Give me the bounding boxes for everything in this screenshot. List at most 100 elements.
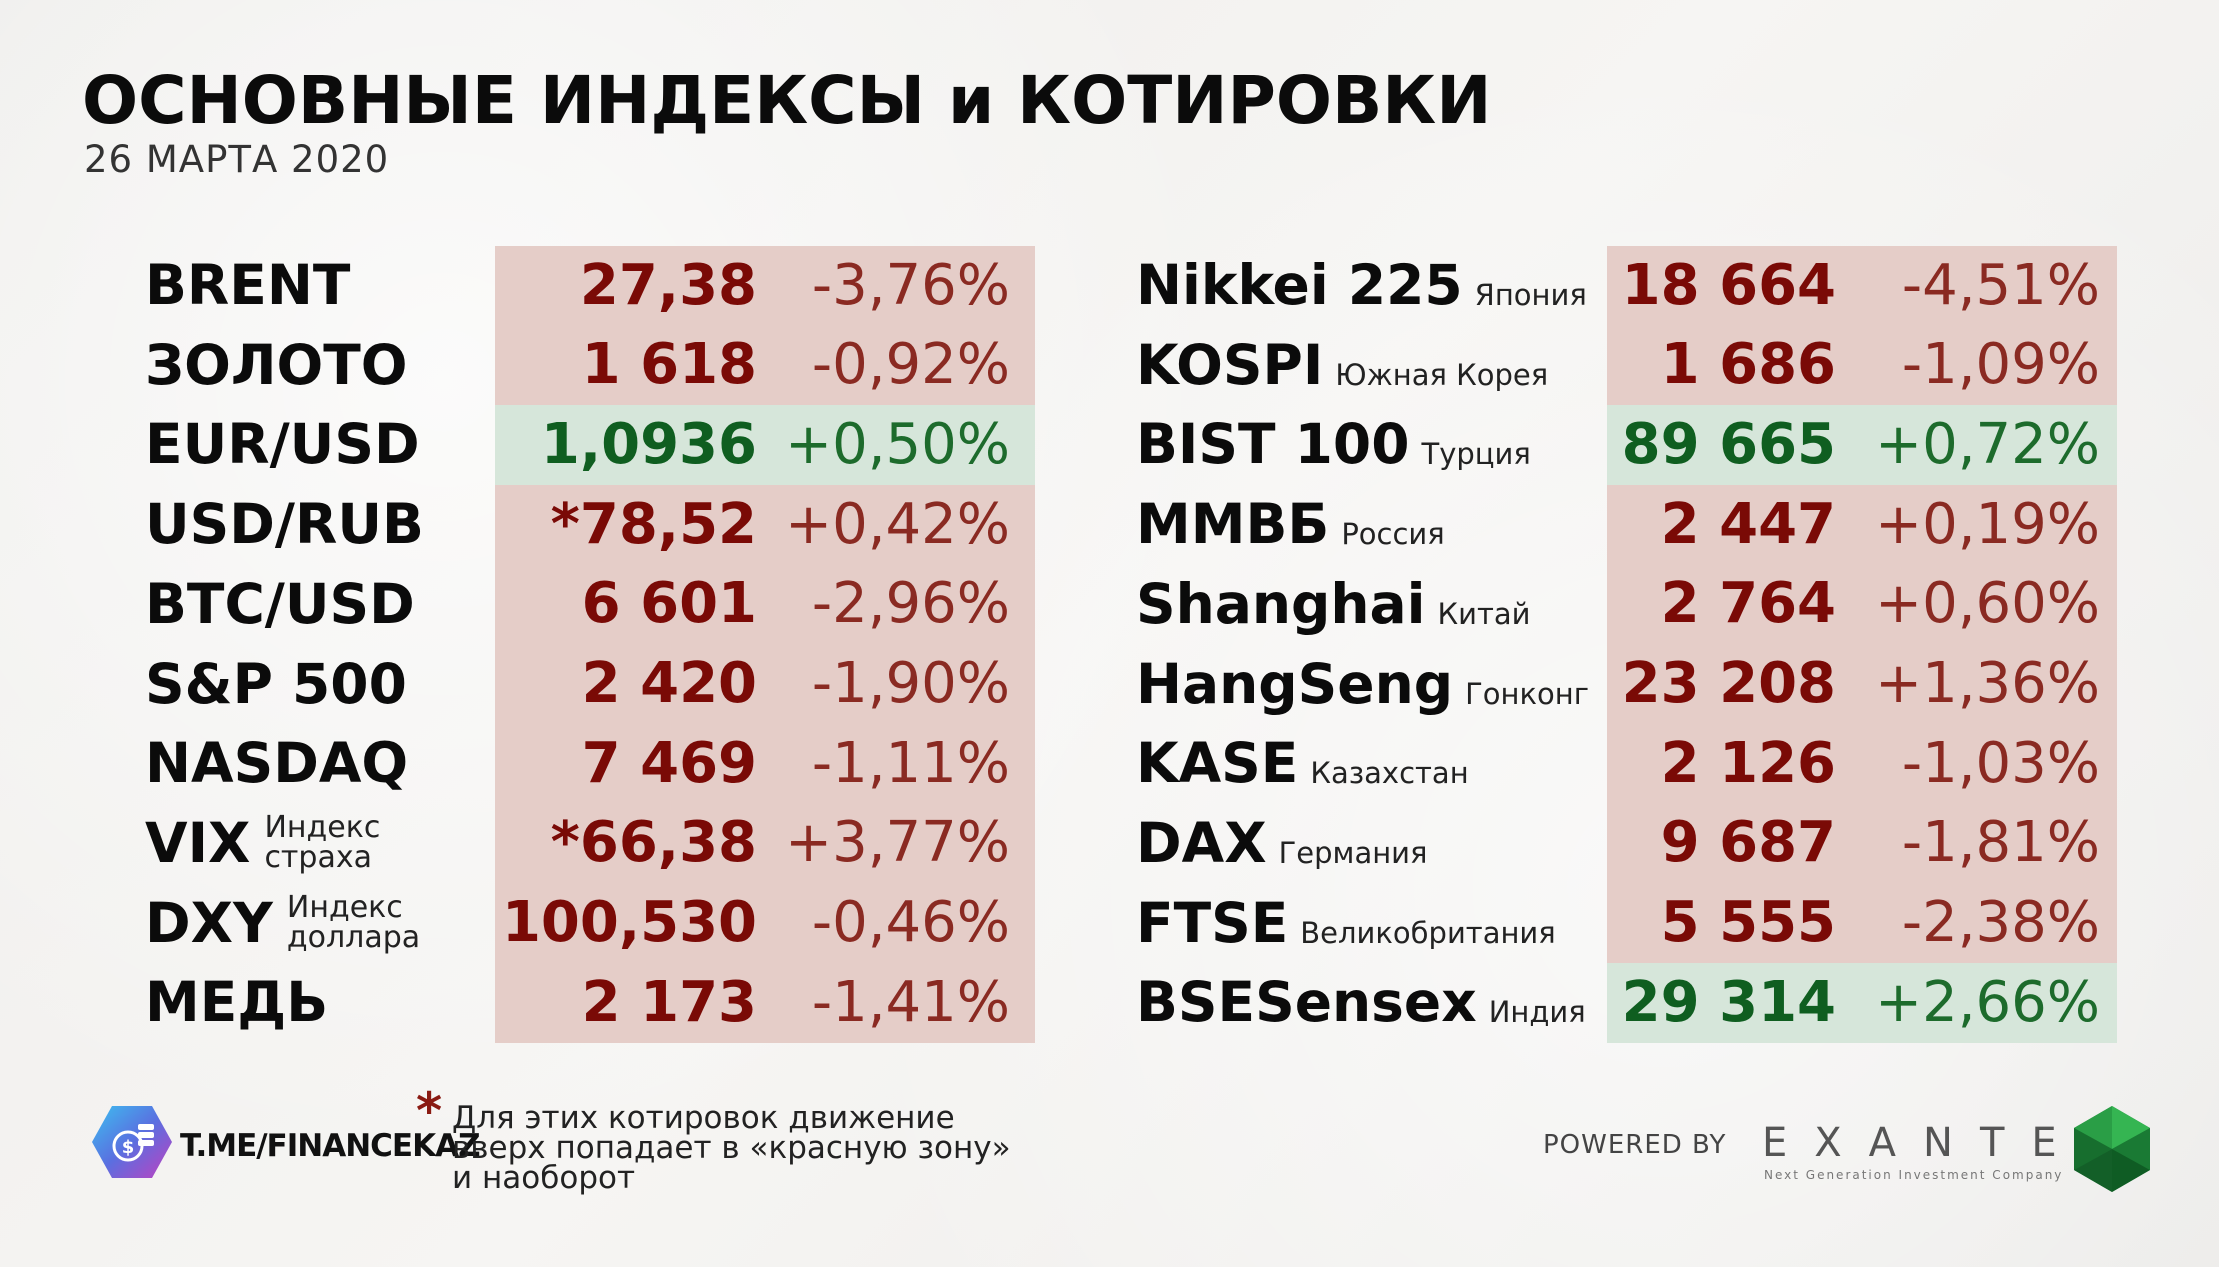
quote-country: Китай xyxy=(1437,596,1531,631)
quote-value: 29 314 xyxy=(1621,969,1836,1035)
footnote-asterisk: * xyxy=(416,1082,443,1140)
quote-name: USD/RUB xyxy=(145,484,424,564)
footnote-line: и наоборот xyxy=(452,1160,636,1196)
quote-name-text: KOSPI xyxy=(1136,332,1324,397)
page-date: 26 МАРТА 2020 xyxy=(84,138,390,181)
quote-value: *66,38 xyxy=(550,810,757,876)
row-band xyxy=(495,564,1035,645)
quote-name: BIST 100 Турция xyxy=(1136,404,1531,484)
telegram-finance-logo-icon: $ xyxy=(92,1106,172,1178)
quote-value: 5 555 xyxy=(1660,890,1836,956)
quote-value: 23 208 xyxy=(1621,651,1836,716)
quote-subtitle-line: Индекс xyxy=(264,809,381,845)
quote-country: Южная Корея xyxy=(1335,357,1549,392)
quote-name: DAX Германия xyxy=(1136,803,1427,883)
quote-value: 1 618 xyxy=(581,332,757,398)
quote-subtitle: Индекс страха xyxy=(264,809,381,875)
quote-name: FTSE Великобритания xyxy=(1136,883,1556,963)
powered-by-label: POWERED BY xyxy=(1543,1130,1727,1160)
quote-value: 9 687 xyxy=(1660,810,1836,876)
row-band xyxy=(1607,405,2117,485)
quote-name-text: S&P 500 xyxy=(145,651,407,716)
quote-name-text: EUR/USD xyxy=(145,412,420,477)
quote-value: 1 686 xyxy=(1660,332,1836,398)
quote-name-text: DXY xyxy=(145,890,273,955)
row-band xyxy=(495,962,1035,1043)
quote-value: 2 173 xyxy=(581,969,757,1035)
row-band xyxy=(1607,803,2117,884)
quote-country: Россия xyxy=(1341,517,1445,552)
quote-change: -2,96% xyxy=(811,571,1010,637)
quote-subtitle-line: доллара xyxy=(286,919,421,955)
quote-change: -3,76% xyxy=(811,252,1010,318)
quote-change: -2,38% xyxy=(1901,890,2100,956)
quote-name-text: ММВБ xyxy=(1136,492,1330,557)
quote-name: Shanghai Китай xyxy=(1136,564,1530,644)
quote-name: EUR/USD xyxy=(145,404,420,484)
quote-change: +0,19% xyxy=(1875,491,2100,557)
row-band xyxy=(1607,723,2117,804)
quote-name-text: Nikkei 225 xyxy=(1136,253,1463,317)
quote-value: 1,0936 xyxy=(540,411,757,477)
quote-value: 6 601 xyxy=(581,571,757,637)
quote-value: 2 764 xyxy=(1660,571,1836,637)
quote-country: Великобритания xyxy=(1300,915,1556,950)
quote-name: МЕДЬ xyxy=(145,962,328,1042)
row-band xyxy=(495,644,1035,724)
quote-value: 100,530 xyxy=(501,890,757,956)
row-band xyxy=(495,723,1035,804)
quote-name: DXY Индекс доллара xyxy=(145,883,420,963)
quote-name: KASE Казахстан xyxy=(1136,723,1469,803)
quote-country: Гонконг xyxy=(1465,676,1589,711)
footnote: Для этих котировок движение вверх попада… xyxy=(452,1103,1011,1196)
quote-name-text: BRENT xyxy=(145,253,351,317)
row-band xyxy=(495,484,1035,565)
quote-change: -4,51% xyxy=(1901,252,2100,318)
row-band xyxy=(1607,484,2117,565)
quote-name: KOSPI Южная Корея xyxy=(1136,325,1548,405)
quote-name-text: USD/RUB xyxy=(145,492,424,557)
quote-name-text: МЕДЬ xyxy=(145,970,329,1035)
quote-name-text: ЗОЛОТО xyxy=(145,332,408,397)
quote-name-text: BSESensex xyxy=(1136,970,1477,1035)
quote-name: BTC/USD xyxy=(145,564,415,644)
quote-name: S&P 500 xyxy=(145,644,407,724)
quote-country: Казахстан xyxy=(1310,756,1469,791)
telegram-channel-link[interactable]: T.ME/FINANCEKAZ xyxy=(180,1128,481,1164)
quote-change: -1,03% xyxy=(1901,730,2100,796)
quote-name-text: KASE xyxy=(1136,731,1299,796)
quote-change: -0,92% xyxy=(811,332,1010,398)
quote-name-text: DAX xyxy=(1136,810,1267,875)
row-band xyxy=(1607,962,2117,1043)
quote-change: +2,66% xyxy=(1875,969,2100,1035)
quote-change: +3,77% xyxy=(785,810,1010,876)
quote-change: -0,46% xyxy=(811,890,1010,956)
quote-subtitle: Индекс доллара xyxy=(286,889,421,955)
quote-change: +0,60% xyxy=(1875,571,2100,637)
quote-name: NASDAQ xyxy=(145,723,408,803)
quote-value: 2 126 xyxy=(1660,730,1836,796)
quote-change: +1,36% xyxy=(1875,651,2100,716)
quote-subtitle-line: Индекс xyxy=(286,889,403,925)
quote-name-text: BTC/USD xyxy=(145,571,415,636)
exante-brand: EXANTE xyxy=(1762,1120,2084,1166)
page-title: ОСНОВНЫЕ ИНДЕКСЫ и КОТИРОВКИ xyxy=(82,62,1492,139)
quote-change: -1,81% xyxy=(1901,810,2100,876)
quote-name-text: VIX xyxy=(145,810,251,875)
quote-change: +0,50% xyxy=(785,411,1010,477)
exante-tagline: Next Generation Investment Company xyxy=(1764,1168,2064,1182)
quote-value: 89 665 xyxy=(1621,411,1836,477)
svg-text:$: $ xyxy=(122,1137,135,1158)
quote-name-text: BIST 100 xyxy=(1136,412,1410,477)
quote-subtitle-line: страха xyxy=(264,839,372,875)
quote-change: -1,90% xyxy=(811,651,1010,716)
row-band xyxy=(1607,325,2117,406)
quote-value: 2 447 xyxy=(1660,491,1836,557)
quote-name: ММВБ Россия xyxy=(1136,484,1445,564)
quote-change: -1,41% xyxy=(811,969,1010,1035)
quote-change: +0,42% xyxy=(785,491,1010,557)
quote-name: BRENT xyxy=(145,245,350,325)
row-band xyxy=(1607,644,2117,724)
quote-change: -1,09% xyxy=(1901,332,2100,398)
quote-change: +0,72% xyxy=(1875,411,2100,477)
